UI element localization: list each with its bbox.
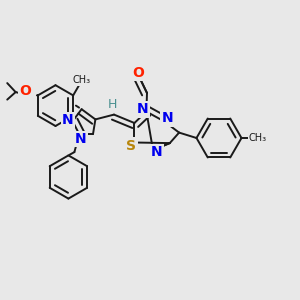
Text: S: S (126, 139, 136, 152)
Text: N: N (151, 146, 162, 159)
Text: N: N (75, 132, 86, 146)
Text: O: O (133, 66, 145, 80)
Text: N: N (137, 102, 148, 116)
Text: N: N (62, 113, 74, 127)
Text: N: N (162, 112, 173, 125)
Text: H: H (108, 98, 117, 112)
Text: O: O (19, 85, 31, 98)
Text: CH₃: CH₃ (249, 133, 267, 143)
Text: CH₃: CH₃ (73, 75, 91, 85)
